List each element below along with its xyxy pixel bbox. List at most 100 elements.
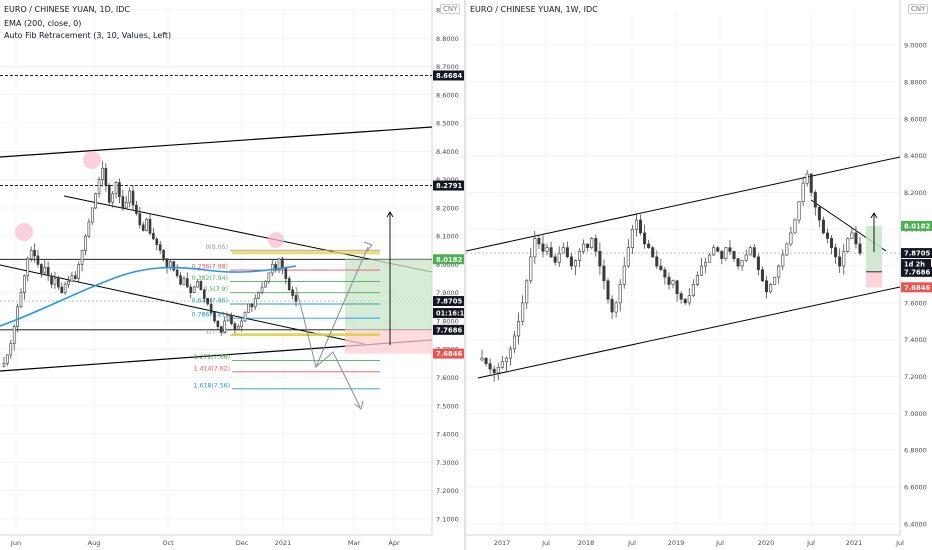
weekly-chart-pane[interactable]: 9.00008.80008.60008.40008.20008.00007.80… xyxy=(466,0,932,550)
candle-body xyxy=(557,252,561,263)
candle-body xyxy=(36,255,40,265)
candle-body xyxy=(533,238,537,258)
candle-body xyxy=(610,298,614,313)
y-tick-label: 8.2000 xyxy=(436,204,459,212)
candle-body xyxy=(537,238,541,245)
candle-body xyxy=(111,193,114,203)
price-badge-label: 7.8705 xyxy=(436,298,462,306)
candle-body xyxy=(94,193,97,209)
candle-body xyxy=(114,182,118,195)
fib-level-label: 0.618(7.86) xyxy=(192,298,228,305)
candle-body xyxy=(521,302,525,322)
candle-body xyxy=(736,258,740,267)
candle-body xyxy=(40,264,43,274)
projection-up-arrowhead xyxy=(363,241,373,252)
fib-level-label: 1.618(7.56) xyxy=(194,382,230,389)
candle-body xyxy=(253,298,257,308)
candle-body xyxy=(128,190,131,203)
descending-support-line xyxy=(0,264,365,345)
candle-body xyxy=(50,275,53,285)
candle-body xyxy=(716,247,720,252)
candle-body xyxy=(131,190,135,206)
candle-body xyxy=(29,249,33,260)
candle-body xyxy=(695,274,699,285)
candle-body xyxy=(541,243,545,252)
daily-chart-pane[interactable]: 8.90008.80008.70008.60008.50008.40008.30… xyxy=(0,0,464,550)
y-tick-label: 7.6000 xyxy=(436,374,459,382)
x-tick-label: Jul xyxy=(806,539,815,547)
weekly-stop-zone xyxy=(866,271,882,288)
candle-body xyxy=(19,292,23,308)
y-tick-label: 7.5000 xyxy=(436,402,459,410)
candle-body xyxy=(606,280,610,300)
projection-down-path xyxy=(315,351,361,408)
price-badge xyxy=(433,180,464,191)
price-badge-label: 8.0182 xyxy=(904,222,930,230)
candle-body xyxy=(805,173,809,184)
candle-body xyxy=(517,320,521,337)
daily-chart-canvas[interactable]: 8.90008.80008.70008.60008.50008.40008.30… xyxy=(0,0,464,550)
x-tick-label: Jul xyxy=(627,539,636,547)
weekly-countdown-label: 1d 2h xyxy=(904,261,925,269)
candle-body xyxy=(213,312,216,322)
y-tick-label: 7.2000 xyxy=(436,487,459,495)
candle-body xyxy=(57,278,60,288)
candle-body xyxy=(748,247,752,256)
price-badge xyxy=(433,324,464,335)
candle-body xyxy=(250,303,254,308)
daily-currency-badge: CNY xyxy=(440,4,461,14)
candle-body xyxy=(638,219,643,234)
candle-body xyxy=(687,295,691,304)
candle-body xyxy=(846,238,850,252)
fib-indicator-label[interactable]: Auto Fib Retracement (3, 10, Values, Lef… xyxy=(4,31,172,40)
candle-body xyxy=(773,276,777,285)
candle-body xyxy=(488,363,492,370)
y-tick-label: 7.0000 xyxy=(904,410,927,418)
candle-body xyxy=(2,363,6,367)
candle-body xyxy=(586,243,590,248)
candle-body xyxy=(287,278,291,291)
y-tick-label: 9.0000 xyxy=(904,42,927,50)
y-tick-label: 7.6000 xyxy=(904,299,927,307)
candle-body xyxy=(512,335,517,350)
candle-body xyxy=(257,292,260,299)
candle-body xyxy=(708,254,712,263)
candle-body xyxy=(728,247,732,252)
candle-body xyxy=(756,256,760,271)
candle-body xyxy=(172,261,176,271)
y-tick-label: 6.4000 xyxy=(904,520,927,528)
x-tick-label: Mar xyxy=(348,539,361,547)
candle-body xyxy=(764,280,769,293)
candle-body xyxy=(622,265,626,285)
fib-level-label: 0.786(7.81) xyxy=(192,312,228,319)
fib-level-label: 1.414(7.62) xyxy=(194,365,230,372)
candle-body xyxy=(813,192,817,208)
weekly-countdown-badge xyxy=(901,259,931,270)
pane-divider[interactable] xyxy=(464,0,466,550)
candle-body xyxy=(854,232,858,245)
candle-body xyxy=(626,247,630,267)
weekly-chart-canvas[interactable]: 9.00008.80008.60008.40008.20008.00007.80… xyxy=(466,0,932,550)
price-badge xyxy=(901,220,932,231)
candle-body xyxy=(236,326,240,330)
price-badge xyxy=(901,248,932,259)
fib-band xyxy=(232,251,380,255)
candle-body xyxy=(43,266,47,274)
candle-body xyxy=(590,238,594,248)
price-badge-label: 8.2791 xyxy=(436,182,462,190)
y-tick-label: 7.9000 xyxy=(436,289,459,297)
price-badge-label: 7.7686 xyxy=(904,268,930,276)
candle-body xyxy=(67,281,70,285)
candle-body xyxy=(101,168,104,180)
price-badge-label: 8.6684 xyxy=(436,72,462,80)
y-tick-label: 8.7000 xyxy=(436,63,459,71)
candle-body xyxy=(87,221,91,237)
ema-indicator-label[interactable]: EMA (200, close, 0) xyxy=(4,19,82,28)
price-badge-label: 7.6846 xyxy=(436,350,462,358)
weekly-upper-channel xyxy=(466,156,901,252)
candle-body xyxy=(724,247,728,259)
y-tick-label: 8.6000 xyxy=(904,115,927,123)
candle-body xyxy=(141,224,145,231)
candle-body xyxy=(230,315,233,325)
candle-body xyxy=(504,357,508,363)
